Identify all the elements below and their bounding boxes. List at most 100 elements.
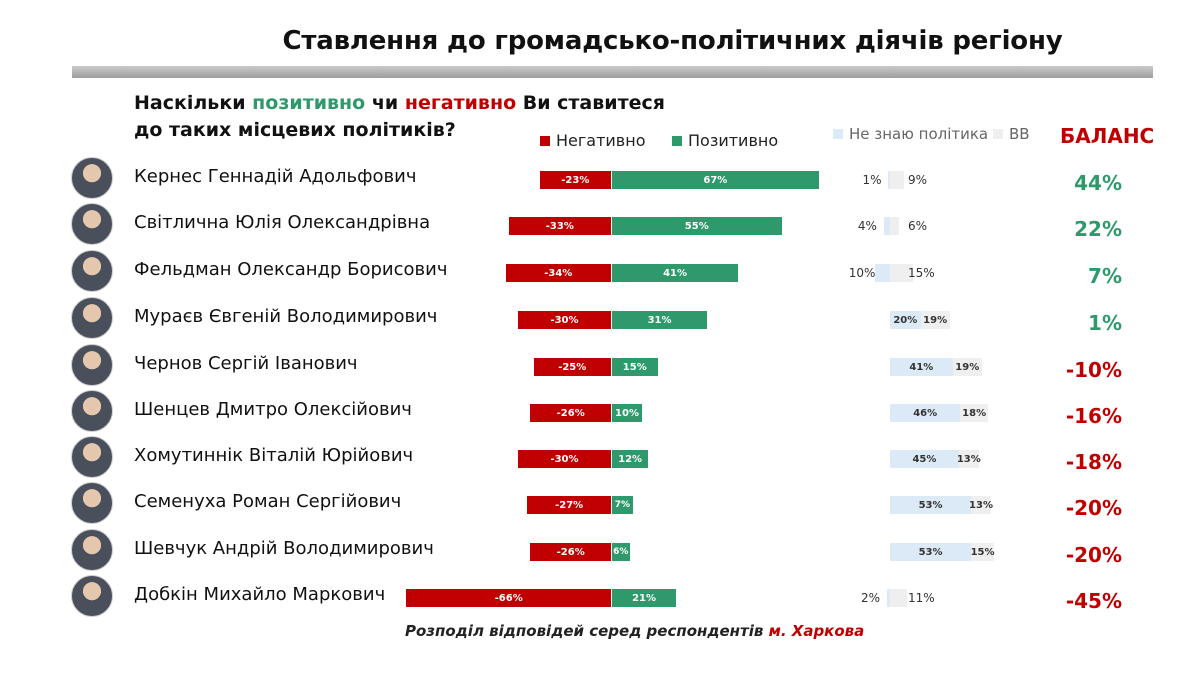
hard-to-say-bar (890, 217, 900, 235)
balance-value: -10% (1065, 358, 1122, 382)
negative-bar: -34% (505, 264, 611, 282)
positive-bar: 21% (611, 589, 677, 607)
balance-value: 1% (1088, 311, 1122, 335)
dont-know-bar: 53% (890, 543, 972, 561)
politician-avatar (71, 344, 113, 386)
politician-name: Чернов Сергій Іванович (134, 353, 358, 374)
positive-bar: 67% (611, 171, 819, 189)
hard-to-say-bar (890, 171, 904, 189)
negative-bar: -66% (406, 589, 611, 607)
hard-to-say-label: 11% (908, 591, 935, 605)
dont-know-bar (888, 171, 890, 189)
dont-know-label: 1% (862, 173, 882, 187)
chart-row: Семенуха Роман Сергійович -27% 7% 53% 13% -20… (0, 482, 1200, 536)
politician-avatar (71, 575, 113, 617)
politician-name: Добкін Михайло Маркович (134, 584, 386, 605)
hard-to-say-bar: 15% (971, 543, 995, 561)
question-part1: Наскільки (134, 92, 253, 114)
legend-negative: Негативно (540, 131, 645, 150)
chart-row: Фельдман Олександр Борисович -34% 41% 10% 15… (0, 250, 1200, 304)
politician-avatar (71, 250, 113, 292)
dont-know-bar (886, 589, 890, 607)
hard-to-say-bar: 13% (969, 496, 993, 514)
politician-avatar (71, 482, 113, 524)
hard-to-say-bar: 19% (920, 311, 950, 329)
legend-dont-know-swatch (833, 129, 843, 139)
negative-bar: -30% (518, 450, 611, 468)
positive-bar: 31% (611, 311, 708, 329)
dont-know-label: 4% (857, 219, 877, 233)
politician-name: Фельдман Олександр Борисович (134, 259, 448, 280)
legend-dont-know: Не знаю політика (833, 125, 988, 143)
dont-know-label: 10% (848, 266, 876, 280)
balance-value: -20% (1065, 543, 1122, 567)
politician-name: Семенуха Роман Сергійович (134, 491, 402, 512)
hard-to-say-bar: 19% (952, 358, 982, 376)
question-line2: до таких місцевих політиків? (134, 119, 456, 141)
chart-row: Шенцев Дмитро Олексійович -26% 10% 46% 18% -1… (0, 390, 1200, 444)
footer-note: Розподіл відповідей серед респондентів м… (405, 622, 864, 640)
legend-negative-swatch (540, 135, 550, 146)
politician-avatar (71, 390, 113, 432)
survey-question: Наскільки позитивно чи негативно Ви став… (134, 90, 665, 144)
chart-row: Кернес Геннадій Адольфович -23% 67% 1% 9% 44% (0, 157, 1200, 211)
chart-row: Шевчук Андрій Володимирович -26% 6% 53% 15% -… (0, 529, 1200, 583)
title-divider (72, 66, 1153, 78)
negative-bar: -26% (530, 404, 611, 422)
legend-positive-label: Позитивно (688, 131, 779, 150)
balance-value: -45% (1065, 589, 1122, 613)
page-title: Ставлення до громадсько-політичних діячі… (282, 26, 1063, 56)
hard-to-say-bar (890, 264, 913, 282)
legend-positive-swatch (672, 135, 682, 146)
dont-know-bar: 45% (890, 450, 959, 468)
chart-row: Мураєв Євгеній Володимирович -30% 31% 20% 19… (0, 297, 1200, 351)
dont-know-label: 2% (860, 591, 880, 605)
politician-avatar (71, 436, 113, 478)
balance-value: -20% (1065, 496, 1122, 520)
footer-text: Розподіл відповідей серед респондентів (405, 622, 769, 640)
legend-negative-label: Негативно (556, 131, 646, 150)
balance-value: 44% (1074, 171, 1122, 195)
politician-name: Шенцев Дмитро Олексійович (134, 399, 412, 420)
politician-name: Мураєв Євгеній Володимирович (134, 306, 438, 327)
positive-bar: 12% (611, 450, 649, 468)
question-positive-word: позитивно (252, 92, 366, 114)
positive-bar: 15% (611, 358, 658, 376)
legend-positive: Позитивно (672, 131, 778, 150)
politician-avatar (71, 529, 113, 571)
positive-bar: 6% (611, 543, 630, 561)
positive-bar: 55% (611, 217, 782, 235)
negative-bar: -26% (530, 543, 611, 561)
negative-bar: -27% (527, 496, 611, 514)
balance-value: -18% (1065, 450, 1122, 474)
question-negative-word: негативно (404, 92, 517, 114)
negative-bar: -23% (539, 171, 611, 189)
balance-value: 22% (1074, 217, 1122, 241)
politician-name: Хомутиннік Віталій Юрійович (134, 445, 414, 466)
dont-know-bar: 46% (890, 404, 961, 422)
hard-to-say-label: 15% (908, 266, 935, 280)
footer-city: м. Харкова (768, 622, 865, 640)
balance-value: -16% (1065, 404, 1122, 428)
hard-to-say-label: 6% (908, 219, 928, 233)
negative-bar: -25% (533, 358, 611, 376)
politician-name: Шевчук Андрій Володимирович (134, 538, 434, 559)
balance-value: 7% (1088, 264, 1122, 288)
positive-bar: 41% (611, 264, 739, 282)
chart-row: Добкін Михайло Маркович -66% 21% 2% 11% -45% (0, 575, 1200, 629)
hard-to-say-bar: 13% (957, 450, 981, 468)
question-part3: Ви ставитеся (516, 92, 665, 114)
politician-avatar (71, 203, 113, 245)
hard-to-say-bar: 18% (960, 404, 988, 422)
politician-name: Світлична Юлія Олександрівна (134, 212, 431, 233)
dont-know-bar (874, 264, 890, 282)
politician-name: Кернес Геннадій Адольфович (134, 166, 417, 187)
hard-to-say-bar (890, 589, 907, 607)
legend-dont-know-label: Не знаю політика (849, 125, 989, 143)
positive-bar: 7% (611, 496, 633, 514)
dont-know-bar: 53% (890, 496, 972, 514)
legend-hard-to-say-swatch (993, 129, 1003, 139)
dont-know-bar (883, 217, 890, 235)
chart-row: Світлична Юлія Олександрівна -33% 55% 4% 6% 2… (0, 203, 1200, 257)
dont-know-bar: 20% (890, 311, 921, 329)
